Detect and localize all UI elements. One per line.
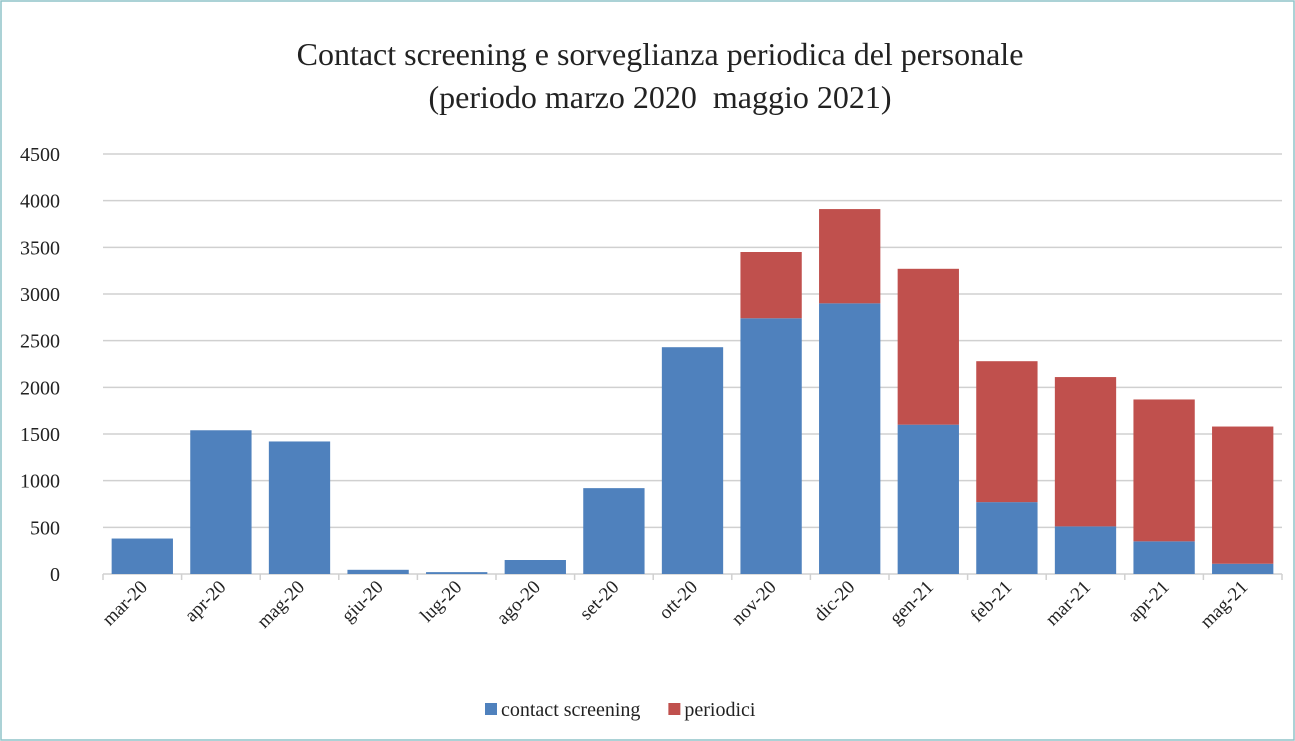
bar — [190, 430, 252, 574]
bar — [111, 538, 173, 574]
legend-label: periodici — [684, 699, 756, 721]
chart-subtitle: (periodo marzo 2020 maggio 2021) — [429, 79, 892, 115]
legend-label: contact screening — [501, 699, 640, 721]
bar — [976, 361, 1038, 503]
y-tick-label: 500 — [30, 517, 60, 539]
y-tick-label: 1500 — [20, 424, 60, 446]
bar — [583, 488, 645, 574]
y-tick-label: 4000 — [20, 191, 60, 213]
y-tick-label: 1000 — [20, 471, 60, 493]
bar — [268, 441, 331, 574]
bar — [740, 318, 802, 574]
bar — [1054, 377, 1117, 527]
y-tick-label: 3500 — [20, 237, 60, 259]
y-tick-label: 4500 — [20, 144, 60, 166]
bar — [504, 560, 566, 574]
legend-swatch — [668, 703, 681, 715]
bar — [1212, 426, 1274, 564]
bar — [897, 268, 959, 425]
bar — [1212, 563, 1274, 574]
y-tick-label: 2500 — [20, 331, 60, 353]
bar — [1133, 399, 1195, 542]
bar — [819, 303, 881, 574]
bar — [347, 569, 409, 574]
y-tick-label: 0 — [50, 564, 60, 586]
bar — [661, 347, 724, 574]
chart-title: Contact screening e sorveglianza periodi… — [297, 36, 1024, 72]
bar — [976, 502, 1038, 574]
bar — [740, 252, 802, 319]
bar — [897, 424, 959, 574]
legend-swatch — [485, 703, 497, 715]
bar — [1054, 526, 1117, 574]
y-tick-label: 2000 — [20, 377, 60, 399]
bar — [426, 572, 488, 574]
bar — [1133, 541, 1195, 574]
bar — [819, 209, 881, 304]
y-tick-label: 3000 — [20, 284, 60, 306]
